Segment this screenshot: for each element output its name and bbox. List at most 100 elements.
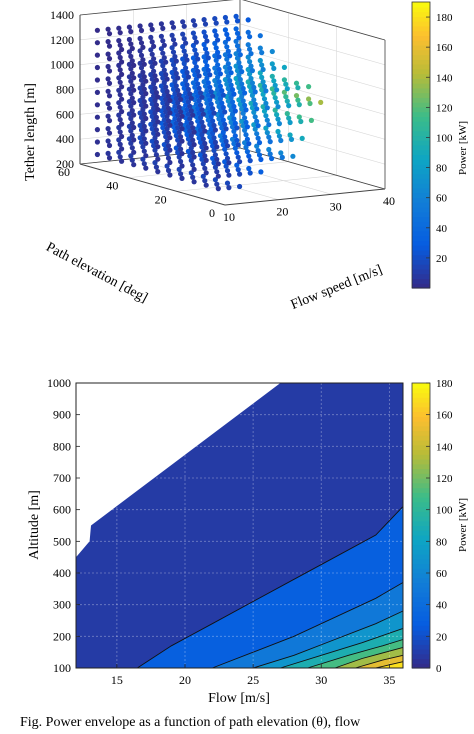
data-point xyxy=(202,58,209,64)
data-point xyxy=(140,69,146,75)
data-point xyxy=(252,101,258,107)
data-point xyxy=(199,119,205,125)
data-point xyxy=(251,122,257,128)
data-point xyxy=(228,70,234,76)
data-point xyxy=(264,105,270,111)
data-point xyxy=(254,143,260,149)
data-point xyxy=(153,139,159,145)
data-point xyxy=(131,62,137,68)
colorbar-segment xyxy=(412,658,430,664)
data-point xyxy=(224,168,231,174)
data-point xyxy=(137,135,143,141)
data-point xyxy=(106,68,113,74)
data-point xyxy=(173,95,179,101)
data-point xyxy=(161,55,167,61)
data-point xyxy=(217,96,223,102)
x-tick-label: 40 xyxy=(383,194,395,208)
data-point xyxy=(117,154,123,160)
data-point xyxy=(215,62,221,68)
colorbar-segment xyxy=(412,25,430,32)
colorbar-segment xyxy=(412,487,430,493)
data-point xyxy=(207,97,213,103)
data-point xyxy=(225,48,231,54)
data-point xyxy=(119,59,125,65)
data-point xyxy=(169,20,175,26)
data-point xyxy=(131,100,137,106)
colorbar-segment xyxy=(412,463,430,470)
data-point xyxy=(219,88,225,94)
data-point xyxy=(234,150,240,156)
data-point xyxy=(119,96,125,102)
data-point xyxy=(190,162,196,168)
data-point xyxy=(140,94,146,100)
data-point xyxy=(106,155,113,161)
colorbar-segment xyxy=(412,135,430,141)
data-point xyxy=(212,152,218,158)
colorbar-segment xyxy=(412,587,430,593)
data-point xyxy=(128,91,134,97)
data-point xyxy=(131,162,137,168)
data-point xyxy=(160,100,166,106)
data-point xyxy=(246,165,252,172)
colorbar-segment xyxy=(412,539,430,546)
x-axis-line xyxy=(224,188,386,206)
colorbar-segment xyxy=(412,644,430,650)
data-point xyxy=(208,89,214,95)
data-point xyxy=(94,52,100,58)
data-point xyxy=(116,112,122,118)
data-point xyxy=(178,134,184,140)
colorbar-segment xyxy=(412,653,430,660)
colorbar-frame xyxy=(411,382,431,669)
data-point xyxy=(141,148,147,154)
contour-line xyxy=(280,627,404,669)
data-point xyxy=(224,44,230,50)
colorbar-segment xyxy=(412,468,430,474)
data-point xyxy=(224,69,230,75)
data-point xyxy=(170,86,177,92)
data-point xyxy=(224,56,230,62)
data-point xyxy=(160,38,166,44)
grid-line xyxy=(239,23,386,66)
colorbar-segment xyxy=(412,206,430,213)
data-point xyxy=(232,145,238,151)
data-point xyxy=(180,68,186,74)
data-point xyxy=(295,85,301,91)
colorbar-tick-label: 20 xyxy=(436,631,448,643)
data-point xyxy=(106,31,113,37)
data-point xyxy=(165,167,172,174)
data-point xyxy=(119,158,125,164)
data-point xyxy=(200,124,206,130)
data-point xyxy=(128,115,134,122)
data-point xyxy=(140,44,146,51)
y-tick-label: 300 xyxy=(53,598,71,612)
data-point xyxy=(244,136,250,142)
data-point xyxy=(126,74,132,80)
data-point xyxy=(266,134,272,140)
data-point xyxy=(243,144,249,150)
data-point xyxy=(286,115,292,121)
data-point xyxy=(261,96,268,102)
data-point xyxy=(255,135,261,141)
data-point xyxy=(236,47,242,53)
data-point xyxy=(284,86,290,92)
data-point xyxy=(205,92,211,98)
y-axis-line xyxy=(79,163,226,206)
data-point xyxy=(117,42,123,48)
data-point xyxy=(207,109,213,115)
data-point xyxy=(257,57,263,64)
data-point xyxy=(234,68,241,74)
data-point xyxy=(128,29,134,35)
data-point xyxy=(207,121,213,128)
data-point xyxy=(284,111,290,117)
data-point xyxy=(307,100,313,107)
data-point xyxy=(180,56,186,62)
data-point xyxy=(212,139,218,145)
data-point xyxy=(197,90,204,96)
y-tick-label: 100 xyxy=(53,661,71,675)
colorbar-segment xyxy=(412,492,430,498)
data-point xyxy=(192,22,198,28)
z-tick-label: 800 xyxy=(56,83,74,97)
data-point xyxy=(202,140,208,147)
data-point xyxy=(158,71,164,77)
colorbar-label: Power [kW] xyxy=(457,498,469,552)
